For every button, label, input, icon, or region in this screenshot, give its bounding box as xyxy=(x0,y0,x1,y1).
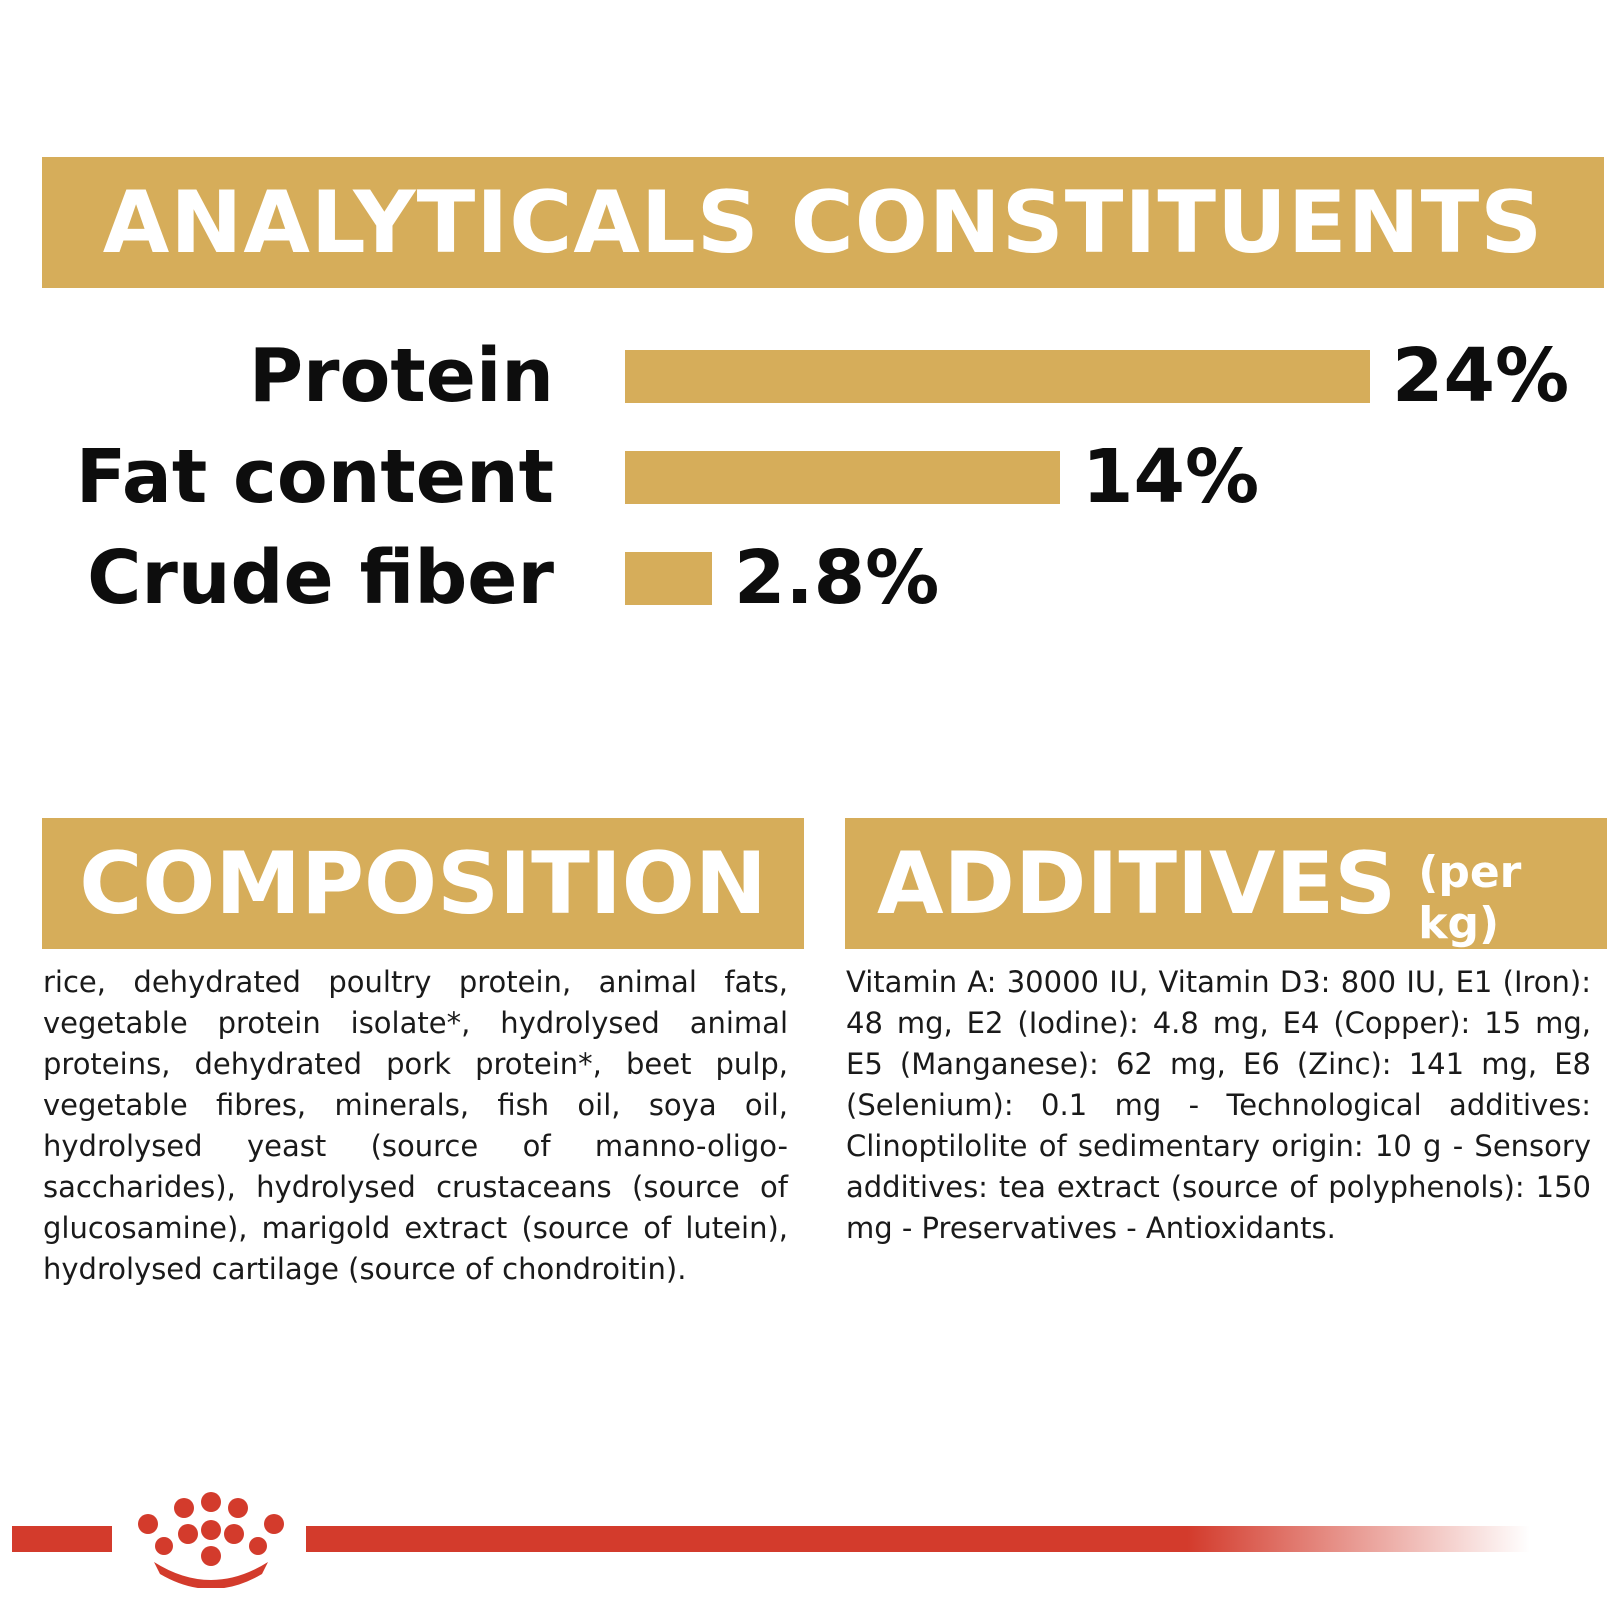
nutrient-label-protein: Protein xyxy=(248,333,554,419)
composition-header: COMPOSITION xyxy=(42,818,804,949)
composition-text: rice, dehydrated poultry protein, animal… xyxy=(43,965,788,1286)
nutrient-value-fiber: 2.8% xyxy=(734,535,940,621)
composition-title: COMPOSITION xyxy=(79,833,767,934)
nutrient-value-protein: 24% xyxy=(1392,333,1570,419)
nutrient-value-fat: 14% xyxy=(1082,434,1260,520)
nutrient-bar-fat xyxy=(625,451,1060,504)
brand-stripe-left xyxy=(12,1526,112,1552)
nutrient-bar-protein xyxy=(625,350,1370,403)
additives-header: ADDITIVES (per kg) xyxy=(845,818,1607,949)
nutrient-label-fat: Fat content xyxy=(75,434,554,520)
additives-subtitle: (per kg) xyxy=(1418,846,1522,949)
royal-crown-icon xyxy=(138,1492,284,1588)
nutrient-label-fiber: Crude fiber xyxy=(87,535,554,621)
analytical-header: ANALYTICALS CONSTITUENTS xyxy=(42,157,1604,288)
analytical-title: ANALYTICALS CONSTITUENTS xyxy=(102,172,1544,273)
additives-title: ADDITIVES xyxy=(877,833,1397,934)
brand-stripe-right xyxy=(306,1526,1530,1552)
nutrient-bar-fiber xyxy=(625,552,712,605)
additives-text: Vitamin A: 30000 IU, Vitamin D3: 800 IU,… xyxy=(846,965,1591,1245)
